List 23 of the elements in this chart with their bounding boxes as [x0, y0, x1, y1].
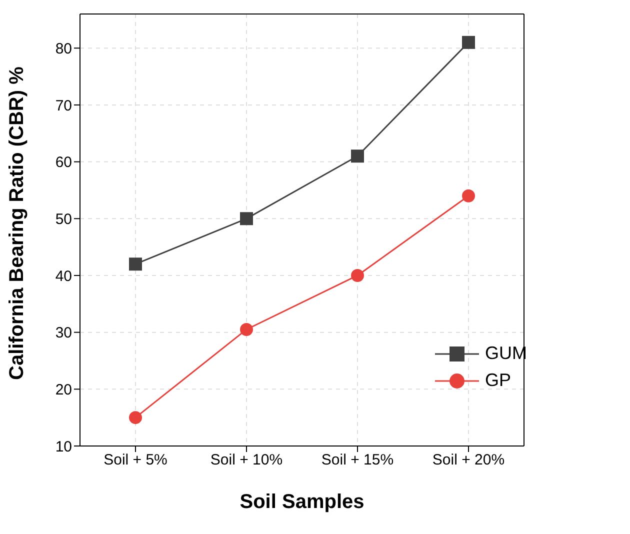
- point: [129, 258, 142, 271]
- y-tick-label: 50: [55, 210, 72, 228]
- point: [240, 212, 253, 226]
- point: [240, 322, 253, 336]
- x-tick-label: Soil + 15%: [321, 452, 394, 469]
- y-tick-label: 30: [55, 324, 72, 342]
- y-tick-label: 20: [55, 381, 72, 398]
- y-axis-title: California Bearing Ratio (CBR) %: [6, 66, 28, 380]
- y-tick-label: 60: [55, 154, 72, 172]
- point: [351, 268, 364, 282]
- x-axis-title: Soil Samples: [240, 491, 364, 513]
- legend-label: GP: [485, 370, 512, 391]
- y-tick-label: 80: [55, 40, 72, 58]
- y-tick-label: 40: [55, 268, 72, 285]
- y-tick-label: 70: [55, 97, 72, 114]
- x-tick-label: Soil + 20%: [432, 452, 505, 469]
- point: [129, 411, 142, 424]
- y-tick-label: 10: [55, 438, 72, 456]
- point: [462, 189, 475, 202]
- point: [351, 150, 364, 163]
- point: [462, 36, 475, 49]
- x-tick-label: Soil + 10%: [210, 452, 283, 469]
- x-tick-label: Soil + 5%: [104, 452, 168, 469]
